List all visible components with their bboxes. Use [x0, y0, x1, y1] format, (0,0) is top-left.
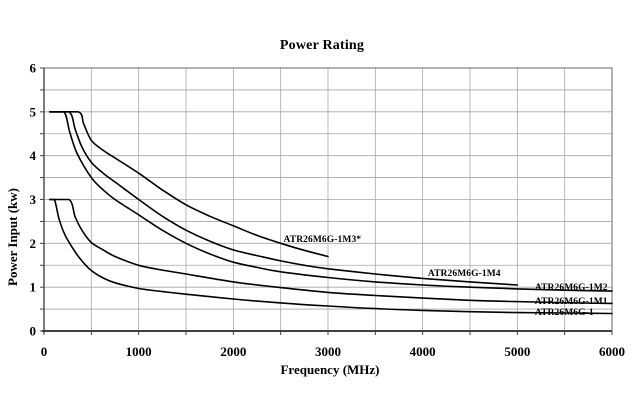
x-tick-label: 1000	[126, 344, 152, 359]
x-tick-label: 0	[41, 344, 48, 359]
y-axis-label: Power Input (kw)	[5, 188, 20, 286]
y-tick-label: 5	[30, 104, 37, 119]
y-tick-label: 4	[30, 148, 37, 163]
y-tick-label: 0	[30, 324, 37, 339]
x-tick-label: 4000	[410, 344, 436, 359]
curve-atr26m6g-1m1	[48, 198, 613, 305]
curve-label: ATR26M6G-1	[535, 308, 594, 318]
y-tick-label: 2	[30, 236, 37, 251]
curve-label: ATR26M6G-1M4	[428, 269, 501, 279]
curve-label: ATR26M6G-1M1	[535, 297, 608, 307]
x-tick-label: 5000	[504, 344, 530, 359]
y-tick-label: 1	[30, 280, 37, 295]
curve-atr26m6g-1m4	[48, 110, 519, 286]
curve-atr26m6g-1m3-	[48, 110, 329, 258]
curve-atr26m6g-1m2	[48, 110, 613, 292]
y-tick-label: 3	[30, 192, 37, 207]
y-tick-label: 6	[30, 61, 37, 76]
x-tick-label: 2000	[220, 344, 246, 359]
curve-label: ATR26M6G-1M3*	[284, 235, 362, 245]
x-axis-label: Frequency (MHz)	[280, 362, 380, 377]
x-tick-label: 6000	[599, 344, 625, 359]
curve-label: ATR26M6G-1M2	[535, 283, 608, 293]
x-tick-label: 3000	[315, 344, 341, 359]
curve-atr26m6g-1	[48, 198, 613, 315]
chart-title: Power Rating	[279, 38, 365, 53]
